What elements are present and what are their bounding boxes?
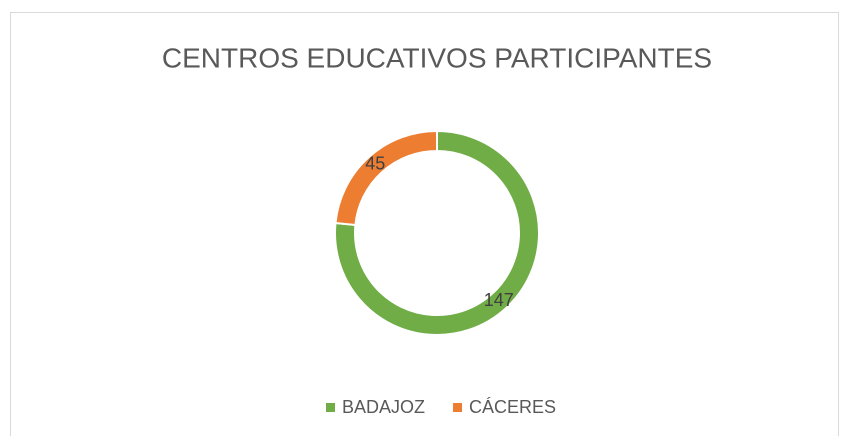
chart-frame [10,12,839,436]
doughnut-segment [334,129,438,227]
data-label: 45 [365,154,385,174]
legend-label: CÁCERES [469,397,556,417]
data-label: 147 [484,290,514,310]
legend-swatch [453,403,463,412]
doughnut-segment [334,129,540,336]
chart-title: CENTROS EDUCATIVOS PARTICIPANTES [162,42,712,73]
legend-label: BADAJOZ [342,397,425,417]
legend-swatch [326,403,335,412]
